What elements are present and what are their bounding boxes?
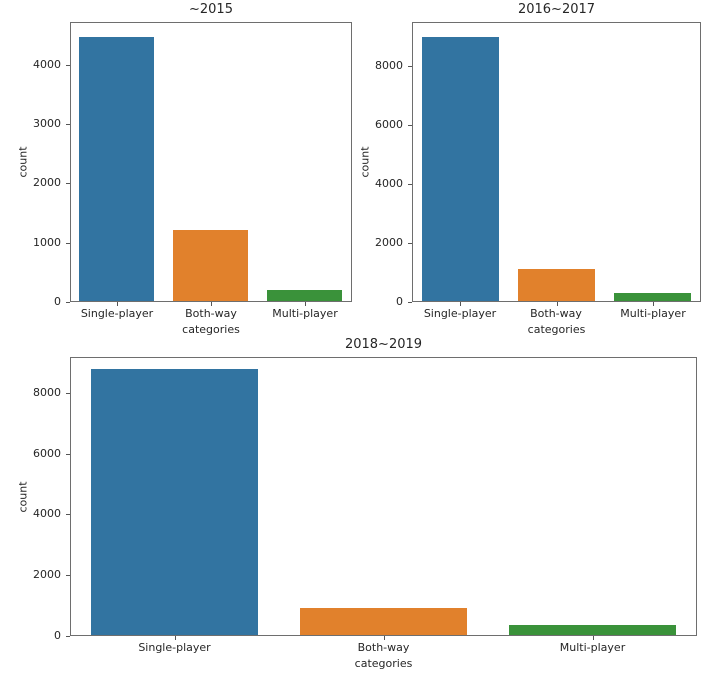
y-tick-label: 4000 — [33, 507, 61, 520]
y-tick-mark — [66, 393, 70, 394]
x-tick-label: Both-way — [530, 307, 582, 320]
x-tick-mark — [460, 302, 461, 306]
x-tick-label: Single-player — [138, 641, 211, 654]
y-tick-mark — [66, 65, 70, 66]
x-axis-label: categories — [354, 657, 413, 670]
bar-single-player — [422, 37, 499, 301]
y-axis-label: count — [16, 146, 30, 178]
x-tick-mark — [305, 302, 306, 306]
x-tick-label: Multi-player — [620, 307, 686, 320]
y-tick-label: 4000 — [33, 58, 61, 71]
y-tick-label: 1000 — [33, 236, 61, 249]
x-tick-label: Multi-player — [559, 641, 626, 654]
y-tick-mark — [408, 184, 412, 185]
bar-multi-player — [267, 290, 342, 301]
x-tick-label: Both-way — [357, 641, 410, 654]
y-tick-label: 6000 — [33, 447, 61, 460]
bar-single-player — [91, 369, 258, 635]
x-tick-mark — [384, 636, 385, 640]
y-tick-mark — [66, 302, 70, 303]
bar-multi-player — [509, 625, 676, 635]
plot-area — [70, 357, 697, 636]
y-axis-label: count — [16, 480, 30, 513]
y-tick-mark — [408, 243, 412, 244]
y-axis-label: count — [358, 146, 372, 178]
y-tick-mark — [66, 243, 70, 244]
chart-title: 2016~2017 — [517, 2, 596, 17]
plot-area — [412, 22, 701, 302]
y-tick-label: 0 — [54, 629, 61, 642]
y-tick-label: 2000 — [33, 568, 61, 581]
x-tick-mark — [593, 636, 594, 640]
x-tick-label: Both-way — [185, 307, 237, 320]
y-tick-label: 2000 — [33, 176, 61, 189]
y-tick-mark — [66, 183, 70, 184]
y-tick-label: 3000 — [33, 117, 61, 130]
x-tick-label: Single-player — [80, 307, 154, 320]
x-tick-label: Multi-player — [272, 307, 338, 320]
y-tick-label: 6000 — [375, 118, 403, 131]
y-tick-label: 8000 — [33, 386, 61, 399]
x-axis-label: categories — [527, 323, 586, 336]
y-tick-mark — [66, 124, 70, 125]
chart-title: ~2015 — [189, 2, 233, 17]
y-tick-label: 4000 — [375, 177, 403, 190]
plot-area — [70, 22, 352, 302]
bar-multi-player — [614, 293, 691, 301]
bar-both-way — [173, 230, 248, 301]
x-axis-label: categories — [182, 323, 240, 336]
y-tick-label: 2000 — [375, 236, 403, 249]
x-tick-mark — [653, 302, 654, 306]
y-tick-mark — [66, 454, 70, 455]
y-tick-label: 0 — [54, 295, 61, 308]
bar-single-player — [79, 37, 154, 301]
y-tick-mark — [408, 66, 412, 67]
y-tick-label: 8000 — [375, 59, 403, 72]
chart-title: 2018~2019 — [344, 337, 423, 352]
x-tick-mark — [175, 636, 176, 640]
x-tick-mark — [557, 302, 558, 306]
bar-both-way — [518, 269, 595, 301]
y-tick-label: 0 — [396, 295, 403, 308]
x-tick-label: Single-player — [423, 307, 497, 320]
x-tick-mark — [117, 302, 118, 306]
y-tick-mark — [66, 636, 70, 637]
y-tick-mark — [66, 514, 70, 515]
y-tick-mark — [408, 125, 412, 126]
y-tick-mark — [66, 575, 70, 576]
bar-both-way — [300, 608, 467, 635]
y-tick-mark — [408, 302, 412, 303]
x-tick-mark — [211, 302, 212, 306]
